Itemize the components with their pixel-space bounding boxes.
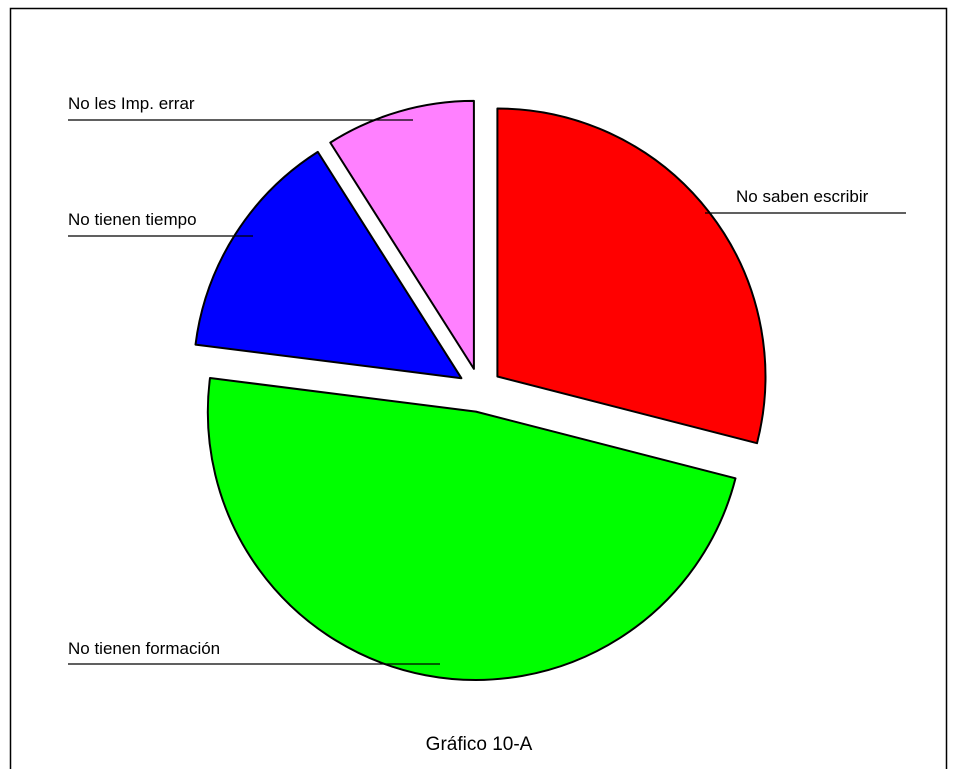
chart-title: Gráfico 10-A	[426, 734, 533, 755]
chart-border	[9, 7, 948, 769]
label-no-tienen-tiempo: No tienen tiempo	[68, 210, 197, 229]
pie-slices	[194, 99, 767, 681]
label-leaders	[68, 119, 906, 665]
slice-no-saben-escribir	[496, 107, 767, 445]
label-no-tienen-formacion: No tienen formación	[68, 639, 220, 658]
slice-no-les-imp-errar	[329, 99, 475, 370]
label-no-saben-escribir: No saben escribir	[736, 187, 869, 206]
slice-labels: No saben escribir No tienen formación No t…	[68, 94, 869, 658]
slice-no-tienen-tiempo	[194, 150, 463, 380]
slice-no-tienen-formacion	[206, 377, 737, 681]
label-no-les-imp-errar: No les Imp. errar	[68, 94, 195, 113]
